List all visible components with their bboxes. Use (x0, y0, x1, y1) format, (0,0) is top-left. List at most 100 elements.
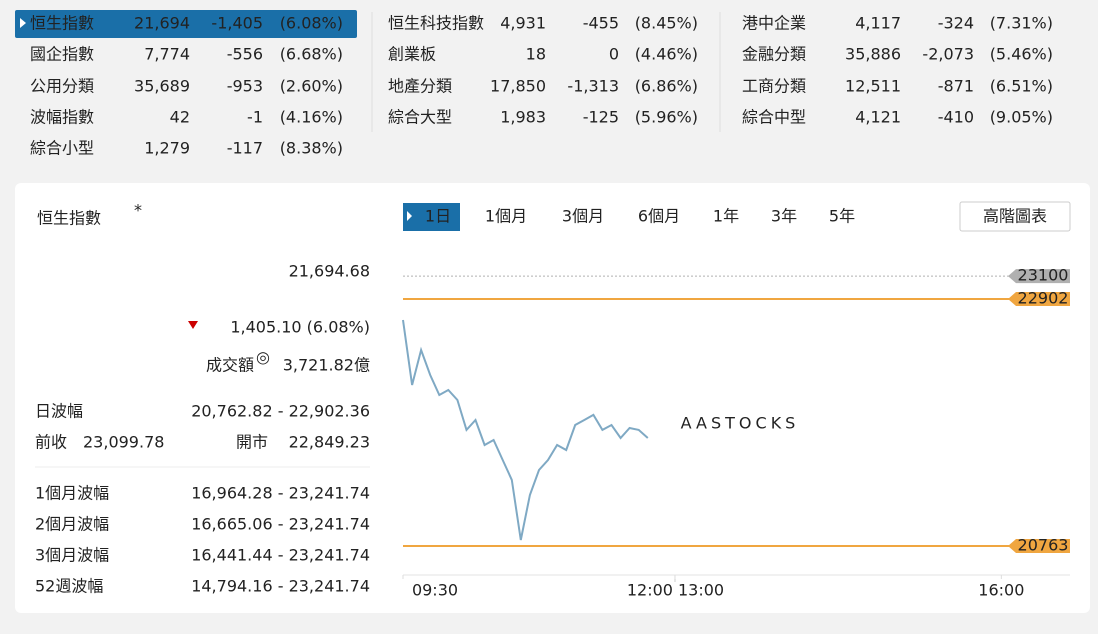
turnover-label: 成交額 (206, 356, 254, 375)
quote-card (15, 183, 1090, 613)
index-name[interactable]: 國企指數 (30, 45, 94, 64)
stat-label: 2個月波幅 (35, 515, 109, 534)
index-last: 7,774 (144, 45, 190, 64)
index-name[interactable]: 恒生指數 (30, 14, 94, 33)
level-label: 23100 (1018, 266, 1069, 285)
index-name[interactable]: 工商分類 (742, 77, 806, 96)
index-pct: (7.31%) (990, 14, 1053, 33)
x-tick-label: 09:30 (412, 581, 458, 600)
price-line (402, 319, 649, 541)
index-last: 4,121 (855, 108, 901, 127)
stat-value: 14,794.16 - 23,241.74 (191, 577, 370, 596)
index-pct: (6.86%) (635, 77, 698, 96)
index-pct: (4.46%) (635, 45, 698, 64)
index-pct: (5.46%) (990, 45, 1053, 64)
index-change: -2,073 (922, 45, 974, 64)
stat-value: 16,964.28 - 23,241.74 (191, 484, 370, 503)
chart-tab[interactable]: 1年 (713, 207, 739, 226)
stat-value: 23,099.78 (83, 433, 164, 452)
turnover: 3,721.82億 (283, 356, 370, 375)
index-change: -125 (583, 108, 619, 127)
index-name[interactable]: 創業板 (388, 45, 436, 64)
index-last: 1,983 (500, 108, 546, 127)
index-pct: (8.45%) (635, 14, 698, 33)
index-last: 4,117 (855, 14, 901, 33)
index-name[interactable]: 恒生科技指數 (388, 14, 484, 33)
quote-flag: * (134, 201, 142, 220)
index-name[interactable]: 公用分類 (30, 77, 94, 96)
x-tick-label: 16:00 (978, 581, 1024, 600)
index-name[interactable]: 綜合大型 (388, 108, 452, 127)
chart-tab[interactable]: 1個月 (485, 207, 527, 226)
index-pct: (8.38%) (280, 139, 343, 158)
index-last: 21,694 (134, 14, 190, 33)
index-name[interactable]: 港中企業 (742, 14, 806, 33)
index-name[interactable]: 綜合小型 (30, 139, 94, 158)
index-last: 4,931 (500, 14, 546, 33)
index-last: 1,279 (144, 139, 190, 158)
index-pct: (5.96%) (635, 108, 698, 127)
index-last: 42 (170, 108, 190, 127)
watermark: AASTOCKS (681, 414, 800, 433)
index-pct: (6.68%) (280, 45, 343, 64)
stat-label: 1個月波幅 (35, 484, 109, 503)
index-last: 17,850 (490, 77, 546, 96)
index-name[interactable]: 波幅指數 (30, 108, 94, 127)
index-name[interactable]: 地產分類 (388, 77, 452, 96)
stat-label: 52週波幅 (35, 577, 103, 596)
index-pct: (2.60%) (280, 77, 343, 96)
index-last: 35,886 (845, 45, 901, 64)
index-change: -1 (247, 108, 263, 127)
turnover-icon[interactable]: ◎ (256, 348, 270, 367)
stat-value: 16,441.44 - 23,241.74 (191, 546, 370, 565)
quote-last: 21,694.68 (289, 262, 370, 281)
level-tag (1008, 292, 1070, 306)
index-pct: (6.51%) (990, 77, 1053, 96)
index-pct: (4.16%) (280, 108, 343, 127)
stat-label: 3個月波幅 (35, 546, 109, 565)
index-name[interactable]: 綜合中型 (742, 108, 806, 127)
arrow-icon (407, 211, 412, 221)
index-change: -410 (938, 108, 974, 127)
index-name[interactable]: 金融分類 (742, 45, 806, 64)
index-last: 18 (526, 45, 546, 64)
index-change: -1,405 (211, 14, 263, 33)
chart-tab[interactable]: 1日 (425, 207, 451, 226)
x-tick-label: 13:00 (678, 581, 724, 600)
index-pct: (6.08%) (280, 14, 343, 33)
index-change: -117 (227, 139, 263, 158)
stat-label: 日波幅 (35, 402, 83, 421)
advanced-button[interactable] (959, 201, 1071, 232)
index-change: -556 (227, 45, 263, 64)
index-pct: (9.05%) (990, 108, 1053, 127)
stat-label: 開市 (236, 433, 268, 452)
tab-selected[interactable] (403, 203, 460, 231)
chart-tab[interactable]: 3年 (771, 207, 797, 226)
level-label: 20763 (1018, 536, 1069, 555)
index-change: -871 (938, 77, 974, 96)
stat-value: 22,849.23 (289, 433, 370, 452)
quote-name: 恒生指數 (37, 209, 101, 228)
level-tag (1008, 269, 1070, 284)
index-change: -455 (583, 14, 619, 33)
index-last: 35,689 (134, 77, 190, 96)
index-last: 12,511 (845, 77, 901, 96)
x-tick-label: 12:00 (627, 581, 673, 600)
chart-tab[interactable]: 5年 (829, 207, 855, 226)
advanced-label[interactable]: 高階圖表 (983, 207, 1047, 226)
arrow-icon (20, 18, 26, 28)
down-icon (188, 321, 198, 329)
quote-change: 1,405.10 (6.08%) (230, 318, 370, 337)
selected-row[interactable] (15, 10, 357, 38)
index-change: -1,313 (567, 77, 619, 96)
level-tag (1008, 539, 1070, 553)
chart-tab[interactable]: 6個月 (638, 207, 680, 226)
index-change: -953 (227, 77, 263, 96)
index-change: -324 (938, 14, 974, 33)
stat-value: 16,665.06 - 23,241.74 (191, 515, 370, 534)
chart-tab[interactable]: 3個月 (562, 207, 604, 226)
stat-label: 前收 (35, 433, 67, 452)
level-label: 22902 (1018, 289, 1069, 308)
stat-value: 20,762.82 - 22,902.36 (191, 402, 370, 421)
